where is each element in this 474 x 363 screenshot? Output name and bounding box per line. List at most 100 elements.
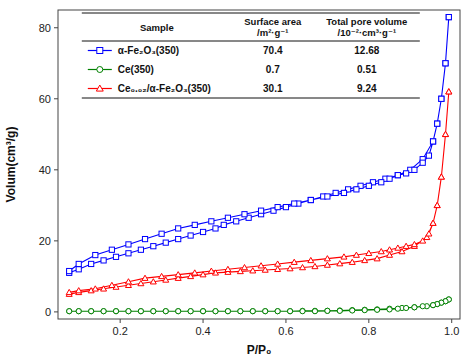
point <box>275 266 281 271</box>
point <box>287 309 292 314</box>
point <box>238 309 243 314</box>
point <box>225 266 231 271</box>
point <box>159 273 165 278</box>
point <box>362 308 367 313</box>
point <box>430 139 435 144</box>
point <box>234 219 239 224</box>
point <box>312 309 317 314</box>
x-tick <box>285 319 286 323</box>
point <box>200 309 205 314</box>
page: {"chart_data": { "type": "line", "x_labe… <box>0 0 474 363</box>
point <box>225 309 230 314</box>
y-tick-label: 40 <box>39 164 51 176</box>
point <box>337 261 343 266</box>
axes: 0.20.40.60.81.0020406080 <box>39 10 460 337</box>
point <box>430 303 435 308</box>
legend-label: Ce(350) <box>118 64 154 75</box>
x-tick <box>451 319 452 323</box>
y-tick <box>54 27 58 28</box>
point <box>126 251 131 256</box>
point <box>403 243 409 248</box>
point <box>366 183 371 188</box>
point <box>250 309 255 314</box>
y-tick <box>54 240 58 241</box>
point <box>163 309 168 314</box>
point <box>395 306 400 311</box>
y-tick-label: 20 <box>39 235 51 247</box>
legend-label: α-Fe₂O₃(350) <box>118 45 179 56</box>
point <box>366 250 372 255</box>
point <box>443 131 449 136</box>
table-value: 12.68 <box>354 45 379 56</box>
point <box>333 190 338 195</box>
point <box>420 238 426 243</box>
point <box>238 309 243 314</box>
y-axis-label: Volum(cm³/g) <box>4 127 18 203</box>
point <box>175 272 181 277</box>
point <box>438 174 444 179</box>
x-tick-label: 0.6 <box>278 325 293 337</box>
point <box>67 309 72 314</box>
point <box>221 222 226 227</box>
point <box>109 247 114 252</box>
point <box>250 268 256 273</box>
point <box>200 309 205 314</box>
point <box>312 308 317 313</box>
point <box>67 268 72 273</box>
table-value: 70.4 <box>263 45 283 56</box>
point <box>443 131 449 136</box>
point <box>350 308 355 313</box>
point <box>439 96 444 101</box>
point <box>404 171 409 176</box>
point <box>308 257 314 262</box>
point <box>300 308 305 313</box>
point <box>76 309 81 314</box>
point <box>93 252 98 257</box>
point <box>109 282 115 287</box>
point <box>138 247 143 252</box>
point <box>439 96 444 101</box>
table-rule <box>82 13 420 14</box>
point <box>292 201 297 206</box>
point <box>353 252 359 257</box>
point <box>200 272 206 277</box>
legend-table: SampleSurface area/m²·g⁻¹Total pore volu… <box>82 13 420 98</box>
point <box>446 15 451 20</box>
point <box>250 309 255 314</box>
chart: 0.20.40.60.81.0020406080P/P₀Volum(cm³/g)… <box>0 0 474 363</box>
point <box>275 205 280 210</box>
point <box>404 305 409 310</box>
point <box>188 233 193 238</box>
series <box>66 89 452 297</box>
point <box>312 263 318 268</box>
x-tick <box>120 319 121 323</box>
point <box>258 208 263 213</box>
point <box>151 309 156 314</box>
y-tick-label: 60 <box>39 93 51 105</box>
legend-swatch-marker <box>97 48 103 54</box>
point <box>412 167 417 172</box>
y-tick <box>54 311 58 312</box>
point <box>263 309 268 314</box>
point <box>113 309 118 314</box>
point <box>163 309 168 314</box>
point <box>435 121 440 126</box>
point <box>395 173 400 178</box>
x-tick-label: 0.8 <box>361 325 376 337</box>
point <box>430 220 436 225</box>
point <box>176 309 181 314</box>
point <box>225 215 230 220</box>
point <box>126 309 131 314</box>
point <box>378 249 384 254</box>
point <box>375 307 380 312</box>
point <box>213 226 218 231</box>
point <box>76 261 81 266</box>
point <box>67 309 72 314</box>
point <box>188 309 193 314</box>
point <box>426 231 432 236</box>
point <box>192 270 198 275</box>
table-header: Surface area <box>244 16 302 27</box>
point <box>325 308 330 313</box>
point <box>200 229 205 234</box>
point <box>242 212 247 217</box>
